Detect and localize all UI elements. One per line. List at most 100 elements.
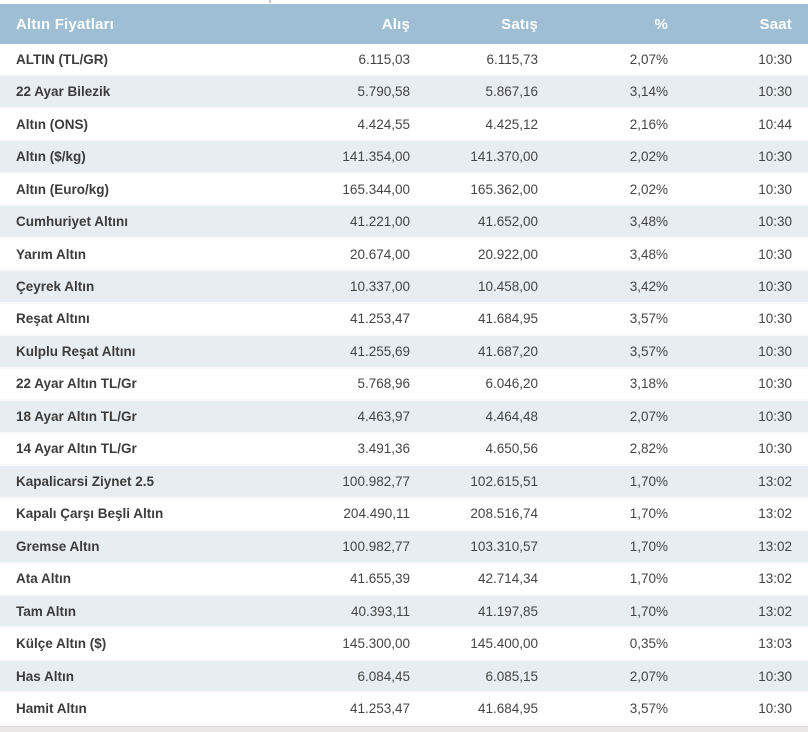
cell-sell: 208.516,74 <box>470 506 538 522</box>
cell-change: 3,14% <box>629 84 668 100</box>
col-header-sell: Satış <box>501 15 538 33</box>
cell-name: Yarım Altın <box>16 246 87 262</box>
cell-buy: 5.768,96 <box>357 376 410 392</box>
cell-change: 3,42% <box>629 279 668 295</box>
cell-sell: 6.085,15 <box>485 668 538 684</box>
cell-time: 10:30 <box>758 441 792 457</box>
cell-name: Çeyrek Altın <box>16 279 95 295</box>
cell-change: 3,57% <box>629 701 668 717</box>
cell-time: 13:02 <box>758 506 792 522</box>
cell-name: Has Altın <box>16 668 75 684</box>
col-header-name: Altın Fiyatları <box>16 15 115 33</box>
cell-name: Altın ($/kg) <box>16 149 86 165</box>
table-row: 22 Ayar Bilezik 5.790,58 5.867,16 3,14% 10:3… <box>0 76 808 109</box>
col-header-time: Saat <box>759 15 792 33</box>
cell-name: 18 Ayar Altın TL/Gr <box>16 408 137 424</box>
cell-buy: 41.255,69 <box>349 343 410 359</box>
cell-change: 1,70% <box>629 506 668 522</box>
cell-change: 2,07% <box>629 408 668 424</box>
viewport-top-strip <box>0 0 808 4</box>
table-body: ALTIN (TL/GR) 6.115,03 6.115,73 2,07% 10:30 2… <box>0 44 808 726</box>
cell-change: 3,57% <box>629 343 668 359</box>
cell-change: 2,02% <box>629 149 668 165</box>
cell-change: 3,57% <box>629 311 668 327</box>
table-row: Yarım Altın 20.674,00 20.922,00 3,48% 10:30 <box>0 238 808 272</box>
cell-name: Altın (Euro/kg) <box>16 181 109 197</box>
cell-time: 10:30 <box>758 701 792 717</box>
cell-change: 2,16% <box>629 116 668 132</box>
cell-buy: 4.424,55 <box>357 116 410 132</box>
cell-time: 13:02 <box>758 571 792 587</box>
cell-time: 10:30 <box>758 181 792 197</box>
cell-change: 3,48% <box>629 214 668 230</box>
cell-sell: 42.714,34 <box>477 571 538 587</box>
cell-buy: 40.393,11 <box>350 603 410 619</box>
cell-time: 13:03 <box>758 636 792 652</box>
cell-buy: 100.982,77 <box>342 473 410 489</box>
table-row: Çeyrek Altın 10.337,00 10.458,00 3,42% 10:30 <box>0 271 808 304</box>
cell-sell: 4.650,56 <box>485 441 538 457</box>
cell-name: Tam Altın <box>16 603 76 619</box>
cell-name: 14 Ayar Altın TL/Gr <box>16 441 137 457</box>
cell-name: 22 Ayar Altın TL/Gr <box>16 376 137 392</box>
cell-buy: 3.491,36 <box>357 441 410 457</box>
cell-time: 13:02 <box>758 538 792 554</box>
table-row: Gremse Altın 100.982,77 103.310,57 1,70% 13:… <box>0 531 808 564</box>
cell-time: 10:30 <box>758 343 792 359</box>
cell-sell: 20.922,00 <box>477 246 538 262</box>
table-header-row: Altın Fiyatları Alış Satış % Saat <box>0 4 808 44</box>
cell-buy: 41.655,39 <box>349 571 410 587</box>
cell-name: ALTIN (TL/GR) <box>16 51 108 67</box>
cell-buy: 204.490,11 <box>343 506 410 522</box>
table-row: Altın (Euro/kg) 165.344,00 165.362,00 2,02%… <box>0 173 808 207</box>
cell-time: 10:30 <box>758 246 792 262</box>
cell-buy: 10.337,00 <box>349 279 410 295</box>
cell-name: 22 Ayar Bilezik <box>16 84 111 100</box>
cell-sell: 41.197,85 <box>477 603 538 619</box>
cell-time: 10:30 <box>758 149 792 165</box>
cell-buy: 20.674,00 <box>349 246 410 262</box>
column-divider-tick <box>269 0 271 3</box>
cell-buy: 41.221,00 <box>349 214 410 230</box>
cell-time: 10:30 <box>758 376 792 392</box>
cell-sell: 4.464,48 <box>485 408 538 424</box>
cell-buy: 100.982,77 <box>342 538 410 554</box>
cell-change: 3,18% <box>629 376 668 392</box>
table-row: ALTIN (TL/GR) 6.115,03 6.115,73 2,07% 10:30 <box>0 44 808 77</box>
cell-buy: 6.115,03 <box>358 51 410 67</box>
cell-change: 1,70% <box>629 473 668 489</box>
table-row: Reşat Altını 41.253,47 41.684,95 3,57% 10:30 <box>0 303 808 337</box>
cell-time: 10:30 <box>758 84 792 100</box>
cell-sell: 165.362,00 <box>470 181 538 197</box>
cell-buy: 5.790,58 <box>357 84 410 100</box>
cell-change: 2,07% <box>629 51 668 67</box>
cell-time: 10:30 <box>758 51 792 67</box>
col-header-change: % <box>654 15 668 33</box>
cell-change: 3,48% <box>629 246 668 262</box>
cell-sell: 5.867,16 <box>485 84 538 100</box>
cell-name: Reşat Altını <box>16 311 90 327</box>
cell-buy: 165.344,00 <box>342 181 410 197</box>
table-row: Kapalı Çarşı Beşli Altın 204.490,11 208.51… <box>0 498 808 532</box>
cell-sell: 141.370,00 <box>470 149 538 165</box>
cell-name: Cumhuriyet Altını <box>16 214 129 230</box>
cell-name: Külçe Altın ($) <box>16 636 107 652</box>
table-row: 22 Ayar Altın TL/Gr 5.768,96 6.046,20 3,18%… <box>0 368 808 402</box>
cell-buy: 41.253,47 <box>349 701 410 717</box>
cell-sell: 41.687,20 <box>477 343 538 359</box>
cell-name: Kapalı Çarşı Beşli Altın <box>16 506 164 522</box>
cell-sell: 103.310,57 <box>470 538 538 554</box>
cell-sell: 4.425,12 <box>485 116 538 132</box>
cell-buy: 145.300,00 <box>342 636 410 652</box>
table-row: Külçe Altın ($) 145.300,00 145.400,00 0,35%… <box>0 628 808 661</box>
table-row: Hamit Altın 41.253,47 41.684,95 3,57% 10:30 <box>0 693 808 726</box>
cell-change: 2,82% <box>629 441 668 457</box>
table-row: Altın ($/kg) 141.354,00 141.370,00 2,02% 10:… <box>0 141 808 174</box>
table-row: Altın (ONS) 4.424,55 4.425,12 2,16% 10:44 <box>0 108 808 142</box>
cell-buy: 4.463,97 <box>357 408 410 424</box>
cell-buy: 141.354,00 <box>342 149 410 165</box>
cell-change: 1,70% <box>629 538 668 554</box>
table-row: Kulplu Reşat Altını 41.255,69 41.687,20 3,5… <box>0 336 808 369</box>
cell-change: 1,70% <box>629 571 668 587</box>
